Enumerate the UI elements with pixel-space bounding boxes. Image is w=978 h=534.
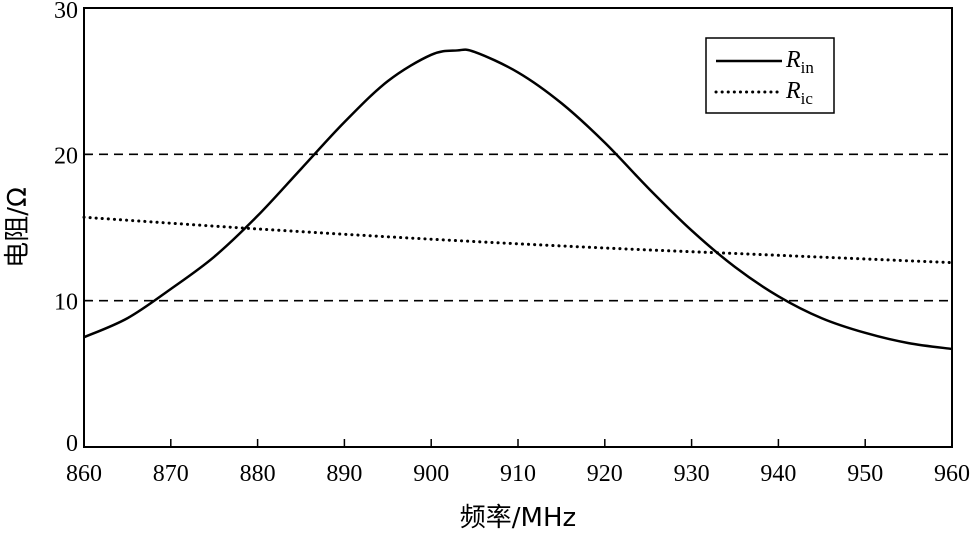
x-tick-label-950: 950 — [847, 461, 883, 487]
y-tick-label-20: 20 — [54, 143, 78, 169]
x-tick-label-930: 930 — [674, 461, 710, 487]
reference-lines — [84, 153, 952, 302]
series-layer — [82, 48, 954, 351]
x-tick-label-890: 890 — [326, 461, 362, 487]
x-tick-label-900: 900 — [413, 461, 449, 487]
legend-label-r-in: Rin — [785, 47, 814, 77]
legend-label-r-in-main: R — [785, 47, 801, 73]
legend-label-r-ic-main: R — [785, 78, 801, 104]
legend-label-r-in-sub: in — [801, 58, 815, 77]
series-line-r-in — [83, 48, 953, 351]
y-tick-label-30: 30 — [54, 0, 78, 24]
series-line-r-ic — [82, 215, 954, 265]
y-tick-label-10: 10 — [54, 290, 78, 316]
x-tick-label-920: 920 — [587, 461, 623, 487]
x-tick-label-860: 860 — [66, 461, 102, 487]
x-tick-label-960: 960 — [934, 461, 970, 487]
legend-label-r-ic-sub: ic — [801, 89, 814, 108]
x-tick-label-940: 940 — [760, 461, 796, 487]
axis-ticks: 860 870 880 890 900 910 920 930 940 950 960 0 10 20 30 — [54, 0, 970, 487]
x-tick-label-910: 910 — [500, 461, 536, 487]
x-tick-label-880: 880 — [240, 461, 276, 487]
legend-box — [705, 37, 835, 114]
x-axis-title: 频率/MHz — [460, 503, 576, 533]
y-tick-label-0: 0 — [66, 431, 78, 457]
y-axis-title: 电阻/Ω — [3, 187, 33, 268]
x-tick-label-870: 870 — [153, 461, 189, 487]
legend: Rin Ric — [705, 37, 835, 114]
legend-label-r-ic: Ric — [785, 78, 813, 108]
